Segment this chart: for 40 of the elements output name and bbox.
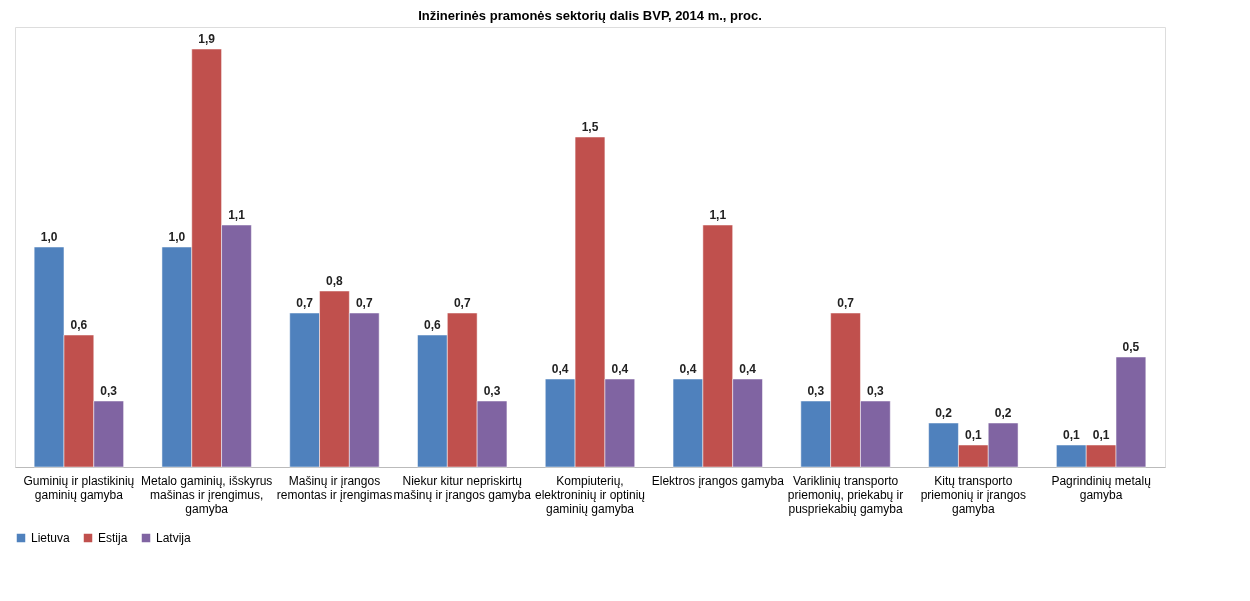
x-tick-label: Mašinų ir įrangos remontas ir įrengimas	[276, 473, 393, 502]
data-label: 0,3	[483, 384, 501, 398]
data-label: 1,5	[581, 120, 599, 134]
data-label: 1,0	[40, 230, 58, 244]
data-label: 0,7	[296, 296, 314, 310]
data-label: 0,1	[1092, 428, 1110, 442]
data-label: 0,6	[70, 318, 88, 332]
data-label: 0,8	[326, 274, 344, 288]
data-label: 0,3	[807, 384, 825, 398]
legend-label: Latvija	[156, 531, 192, 545]
x-tick-label: Kompiuterių, elektroninių ir optinių gaminių gamyba	[534, 473, 646, 516]
data-label: 0,4	[611, 362, 629, 376]
data-label: 1,1	[709, 208, 727, 222]
data-label: 0,7	[355, 296, 373, 310]
data-label: 0,1	[1062, 428, 1080, 442]
x-tick-label: Variklinių transporto priemonių, priekabų ir puspriekabių gamyba	[787, 473, 904, 516]
data-label: 1,0	[168, 230, 186, 244]
data-label: 1,1	[228, 208, 246, 222]
data-label: 0,7	[453, 296, 471, 310]
data-label: 0,3	[867, 384, 885, 398]
x-tick-label: Kitų transporto priemonių ir įrangos gamyba	[920, 473, 1027, 516]
data-label: 0,1	[964, 428, 982, 442]
data-label: 1,9	[198, 32, 216, 46]
data-label: 0,3	[100, 384, 118, 398]
x-tick-label: Niekur kitur nepriskirtų mašinų ir įrangos gamyba	[393, 473, 532, 502]
x-tick-label: Pagrindinių metalų gamyba	[1051, 473, 1152, 502]
data-label: 0,5	[1122, 340, 1140, 354]
x-tick-label: Elektros įrangos gamyba	[651, 473, 785, 488]
data-label: 0,2	[994, 406, 1012, 420]
data-label: 0,6	[424, 318, 442, 332]
legend-label: Estija	[98, 531, 128, 545]
data-label: 0,4	[551, 362, 569, 376]
data-label: 0,7	[837, 296, 855, 310]
data-label: 0,2	[935, 406, 953, 420]
chart-title: Inžinerinės pramonės sektorių dalis BVP, 2014 m., proc.	[418, 8, 762, 23]
legend-label: Lietuva	[31, 531, 71, 545]
x-tick-label: Metalo gaminių, išskyrus mašinas ir įrengimus, gamyba	[140, 473, 273, 516]
data-label: 0,4	[739, 362, 757, 376]
data-label: 0,4	[679, 362, 697, 376]
x-tick-label: Guminių ir plastikinių gaminių gamyba	[23, 473, 135, 502]
